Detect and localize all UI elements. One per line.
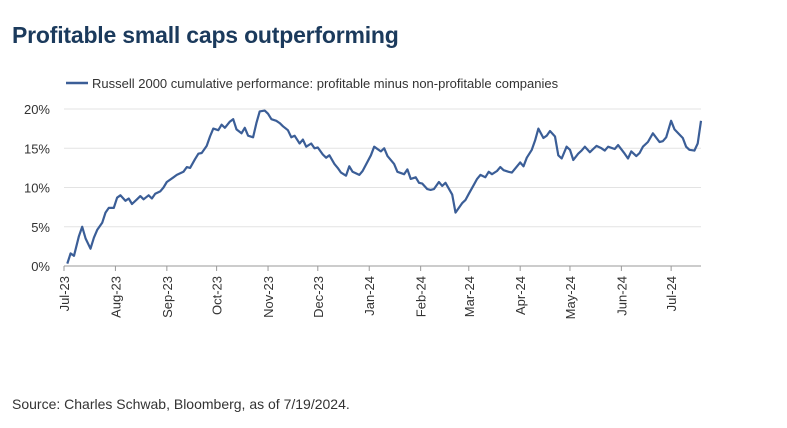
chart-title: Profitable small caps outperforming [12,22,399,48]
y-tick-label: 10% [24,181,50,196]
series-line-profitable-minus-nonprofitable [66,109,703,264]
x-tick-label: Jul-24 [664,276,679,311]
legend-label: Russell 2000 cumulative performance: pro… [92,76,559,91]
x-tick-label: Aug-23 [108,276,123,318]
chart-area: 0% 5% 10% 15% 20% Jul-23 Aug-23 Sep-23 Oct-23 No… [24,76,703,319]
x-tick-label: Feb-24 [414,276,429,317]
x-tick-label: Dec-23 [311,276,326,318]
x-tick-label: Jan-24 [362,276,377,316]
y-tick-label: 20% [24,102,50,117]
x-axis-ticks: Jul-23 Aug-23 Sep-23 Oct-23 Nov-23 Dec-23 Jan-… [57,266,679,319]
legend: Russell 2000 cumulative performance: pro… [66,76,559,91]
x-tick-label: May-24 [563,276,578,319]
source-note: Source: Charles Schwab, Bloomberg, as of… [12,396,350,412]
x-tick-label: Oct-23 [210,276,225,315]
x-tick-label: Apr-24 [513,276,528,315]
y-tick-label: 5% [31,220,50,235]
x-tick-label: Jun-24 [614,276,629,316]
gridlines [64,108,701,228]
x-tick-label: Sep-23 [160,276,175,318]
y-tick-label: 0% [31,259,50,274]
x-tick-label: Nov-23 [261,276,276,318]
y-tick-label: 15% [24,141,50,156]
x-tick-label: Mar-24 [462,276,477,317]
y-axis-ticks: 0% 5% 10% 15% 20% [24,102,50,274]
x-tick-label: Jul-23 [57,276,72,311]
